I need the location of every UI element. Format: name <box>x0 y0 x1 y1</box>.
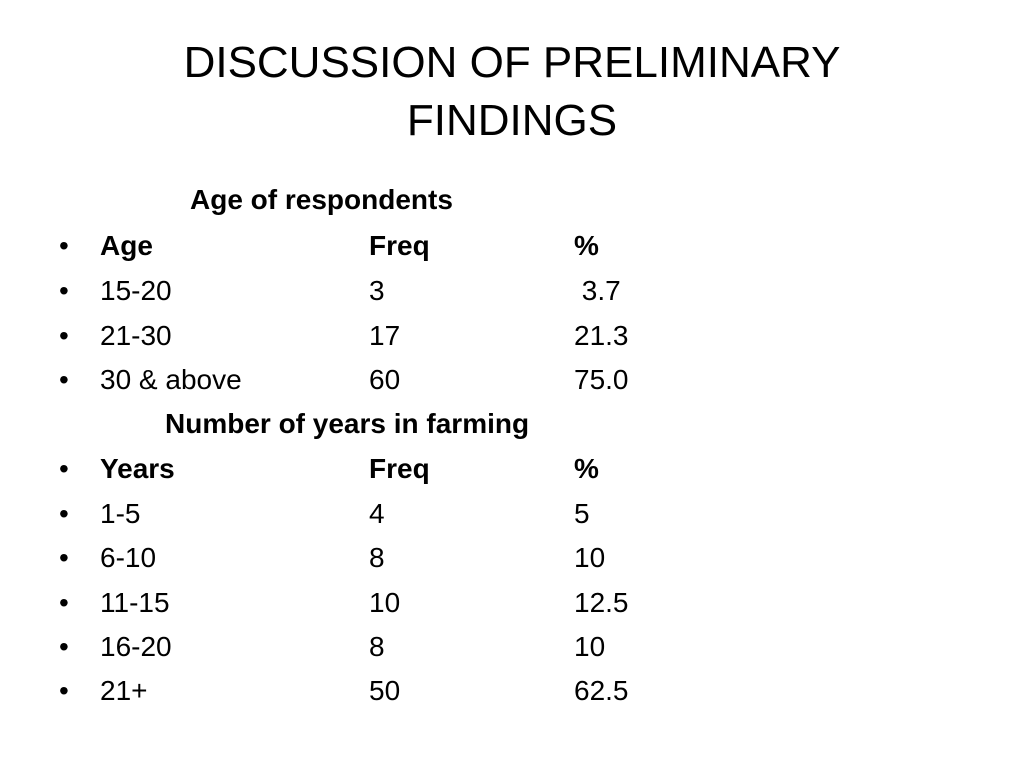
farming-header-percent: % <box>574 453 599 484</box>
age-table-row: • 30 & above 60 75.0 <box>0 362 1024 398</box>
age-freq-cell: 60 <box>369 364 401 395</box>
age-range-cell: 15-20 <box>100 275 172 306</box>
bullet-icon: • <box>59 498 69 529</box>
bullet-icon: • <box>59 587 69 618</box>
farming-header-years: Years <box>100 453 175 484</box>
age-freq-cell: 17 <box>369 320 401 351</box>
age-range-cell: 21-30 <box>100 320 172 351</box>
years-freq-cell: 50 <box>369 675 401 706</box>
age-header-percent: % <box>574 230 599 261</box>
bullet-icon: • <box>59 453 69 484</box>
age-percent-cell: 21.3 <box>574 320 629 351</box>
years-range-cell: 11-15 <box>100 587 170 618</box>
years-percent-cell: 10 <box>574 542 606 573</box>
farming-table-row: • 1-5 4 5 <box>0 496 1024 532</box>
age-percent-cell: 3.7 <box>574 275 621 306</box>
farming-table-row: • 11-15 10 12.5 <box>0 585 1024 621</box>
slide-title-line-1: DISCUSSION OF PRELIMINARY <box>183 38 841 87</box>
farming-header-freq: Freq <box>369 453 430 484</box>
years-range-cell: 1-5 <box>100 498 141 529</box>
farming-table-header-row: • Years Freq % <box>0 451 1024 487</box>
years-range-cell: 21+ <box>100 675 148 706</box>
slide-title-line-2: FINDINGS <box>406 96 618 145</box>
age-header-freq: Freq <box>369 230 430 261</box>
years-percent-cell: 10 <box>574 631 606 662</box>
bullet-icon: • <box>59 631 69 662</box>
years-range-cell: 16-20 <box>100 631 172 662</box>
farming-table-row: • 21+ 50 62.5 <box>0 673 1024 709</box>
bullet-icon: • <box>59 364 69 395</box>
bullet-icon: • <box>59 230 69 261</box>
bullet-icon: • <box>59 275 69 306</box>
farming-table-row: • 6-10 8 10 <box>0 540 1024 576</box>
age-table-row: • 15-20 3 3.7 <box>0 273 1024 309</box>
farming-table-row: • 16-20 8 10 <box>0 629 1024 665</box>
slide-title: DISCUSSION OF PRELIMINARY FINDINGS <box>0 34 1024 150</box>
age-freq-cell: 3 <box>369 275 385 306</box>
years-freq-cell: 8 <box>369 542 385 573</box>
age-section-heading: Age of respondents <box>190 184 453 215</box>
age-header-age: Age <box>100 230 153 261</box>
bullet-icon: • <box>59 320 69 351</box>
age-percent-cell: 75.0 <box>574 364 629 395</box>
age-table-row: • 21-30 17 21.3 <box>0 318 1024 354</box>
years-range-cell: 6-10 <box>100 542 157 573</box>
years-freq-cell: 8 <box>369 631 385 662</box>
years-freq-cell: 4 <box>369 498 385 529</box>
farming-section-heading: Number of years in farming <box>165 408 530 439</box>
age-table-header-row: • Age Freq % <box>0 228 1024 264</box>
age-range-cell: 30 & above <box>100 364 242 395</box>
years-percent-cell: 12.5 <box>574 587 629 618</box>
years-percent-cell: 62.5 <box>574 675 629 706</box>
years-percent-cell: 5 <box>574 498 590 529</box>
bullet-icon: • <box>59 542 69 573</box>
bullet-icon: • <box>59 675 69 706</box>
years-freq-cell: 10 <box>369 587 401 618</box>
